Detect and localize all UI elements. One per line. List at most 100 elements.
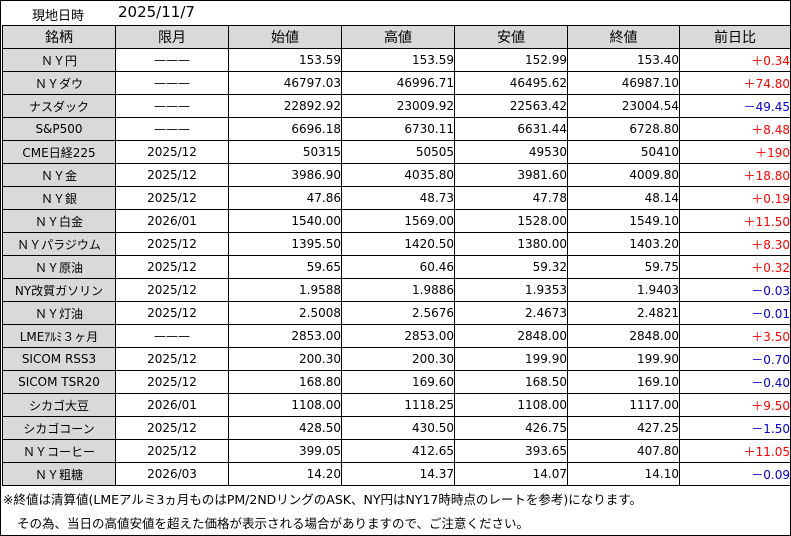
row-month: ——— [115,48,229,72]
row-change: ＋8.48 [679,117,791,141]
row-low: 14.07 [454,462,568,486]
row-month: 2025/12 [115,232,229,256]
row-change: ＋9.50 [679,393,791,417]
col-header-change: 前日比 [679,25,791,49]
row-month: 2025/12 [115,163,229,187]
row-change: －0.09 [679,462,791,486]
row-high: 1.9886 [341,278,455,302]
table-row: ＮＹ円 ——— 153.59 153.59 152.99 153.40 ＋0.34 [2,48,791,72]
row-name: ＮＹ金 [2,163,116,187]
row-name: ＮＹ粗糖 [2,462,116,486]
row-close: 427.25 [567,416,680,440]
table-header-row: 銘柄 限月 始値 高値 安値 終値 前日比 [2,25,791,49]
table-row: S&P500 ——— 6696.18 6730.11 6631.44 6728.80 ＋8.… [2,117,791,141]
row-month: 2025/12 [115,255,229,279]
row-change: ＋8.30 [679,232,791,256]
table-row: ＮＹ灯油 2025/12 2.5008 2.5676 2.4673 2.4821 －0.01 [2,301,791,325]
row-name: ナスダック [2,94,116,118]
row-high: 430.50 [341,416,455,440]
row-low: 1380.00 [454,232,568,256]
table-body: ＮＹ円 ——— 153.59 153.59 152.99 153.40 ＋0.34 ＮＹダウ —… [2,48,791,486]
row-close: 23004.54 [567,94,680,118]
row-low: 426.75 [454,416,568,440]
row-close: 48.14 [567,186,680,210]
row-open: 22892.92 [228,94,342,118]
row-open: 14.20 [228,462,342,486]
row-name: ＮＹコーヒー [2,439,116,463]
row-open: 50315 [228,140,342,164]
row-name: ＮＹ原油 [2,255,116,279]
row-change: －49.45 [679,94,791,118]
row-close: 50410 [567,140,680,164]
row-high: 2853.00 [341,324,455,348]
row-close: 199.90 [567,347,680,371]
row-open: 59.65 [228,255,342,279]
row-low: 59.32 [454,255,568,279]
row-high: 1569.00 [341,209,455,233]
row-change: －0.01 [679,301,791,325]
local-time-label: 現地日時 [32,9,85,24]
footnote-2: その為、当日の高値安値を超えた価格が表示される場合がありますので、ご注意ください… [17,516,530,531]
row-month: 2025/12 [115,186,229,210]
row-month: 2025/12 [115,370,229,394]
header: 現地日時 2025/11/7 [1,1,790,25]
row-open: 46797.03 [228,71,342,95]
row-high: 4035.80 [341,163,455,187]
table-row: ＮＹ金 2025/12 3986.90 4035.80 3981.60 4009.80 ＋1… [2,163,791,187]
row-change: ＋11.50 [679,209,791,233]
row-close: 6728.80 [567,117,680,141]
row-high: 1420.50 [341,232,455,256]
row-close: 14.10 [567,462,680,486]
row-open: 1540.00 [228,209,342,233]
table-row: シカゴ大豆 2026/01 1108.00 1118.25 1108.00 1117.00… [2,393,791,417]
col-header-close: 終値 [567,25,680,49]
table-row: ナスダック ——— 22892.92 23009.92 22563.42 23004.54… [2,94,791,118]
row-low: 199.90 [454,347,568,371]
row-name: S&P500 [2,117,116,141]
row-high: 23009.92 [341,94,455,118]
row-low: 49530 [454,140,568,164]
table-row: シカゴコーン 2025/12 428.50 430.50 426.75 427.25 －1.… [2,416,791,440]
row-high: 2.5676 [341,301,455,325]
row-change: ＋18.80 [679,163,791,187]
row-open: 399.05 [228,439,342,463]
row-change: ＋190 [679,140,791,164]
row-change: －1.50 [679,416,791,440]
row-change: －0.40 [679,370,791,394]
row-close: 46987.10 [567,71,680,95]
row-open: 1108.00 [228,393,342,417]
row-open: 47.86 [228,186,342,210]
row-low: 2848.00 [454,324,568,348]
row-close: 2848.00 [567,324,680,348]
table-row: ＮＹ銀 2025/12 47.86 48.73 47.78 48.14 ＋0.19 [2,186,791,210]
row-month: 2025/12 [115,278,229,302]
row-low: 2.4673 [454,301,568,325]
row-open: 428.50 [228,416,342,440]
table-row: ＮＹダウ ——— 46797.03 46996.71 46495.62 46987.10 ＋… [2,71,791,95]
row-month: ——— [115,324,229,348]
row-month: 2025/12 [115,301,229,325]
row-low: 47.78 [454,186,568,210]
row-name: ＮＹパラジウム [2,232,116,256]
col-header-name: 銘柄 [2,25,116,49]
col-header-open: 始値 [228,25,342,49]
row-name: ＮＹ円 [2,48,116,72]
col-header-low: 安値 [454,25,568,49]
row-high: 50505 [341,140,455,164]
row-low: 46495.62 [454,71,568,95]
quotes-table: 銘柄 限月 始値 高値 安値 終値 前日比 ＮＹ円 ——— 153.59 153.59… [2,25,791,486]
row-open: 2.5008 [228,301,342,325]
row-low: 168.50 [454,370,568,394]
table-row: ＮＹコーヒー 2025/12 399.05 412.65 393.65 407.80 ＋11… [2,439,791,463]
col-header-high: 高値 [341,25,455,49]
row-close: 1.9403 [567,278,680,302]
row-open: 200.30 [228,347,342,371]
row-close: 59.75 [567,255,680,279]
row-month: 2026/01 [115,209,229,233]
row-close: 1117.00 [567,393,680,417]
row-month: ——— [115,71,229,95]
row-month: ——— [115,94,229,118]
row-open: 1395.50 [228,232,342,256]
table-row: SICOM RSS3 2025/12 200.30 200.30 199.90 199.9… [2,347,791,371]
